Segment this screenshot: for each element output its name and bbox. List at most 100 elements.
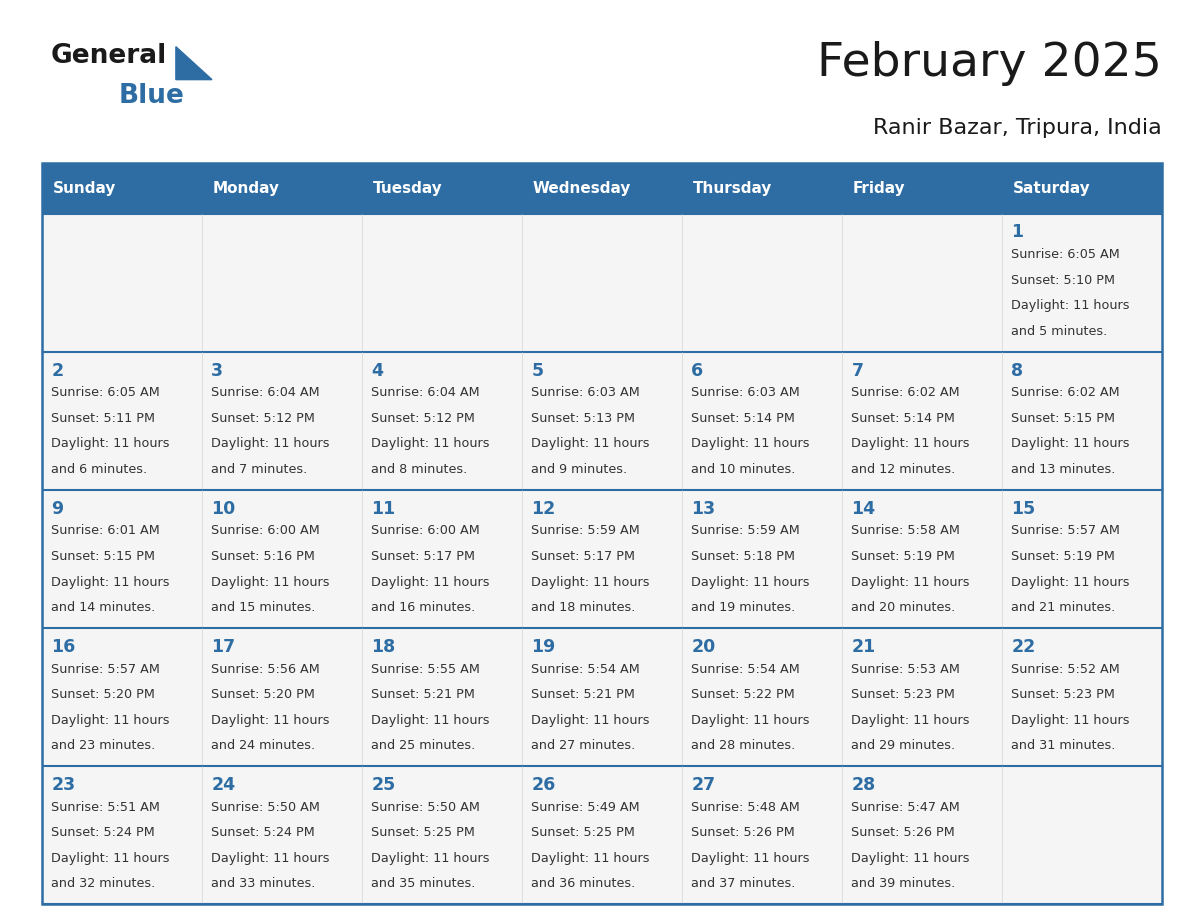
Text: Daylight: 11 hours: Daylight: 11 hours [51, 713, 170, 727]
Text: Sunrise: 6:01 AM: Sunrise: 6:01 AM [51, 524, 160, 538]
Text: Tuesday: Tuesday [373, 181, 443, 196]
FancyBboxPatch shape [202, 163, 361, 214]
Text: Sunrise: 5:54 AM: Sunrise: 5:54 AM [691, 663, 800, 676]
FancyBboxPatch shape [682, 767, 842, 904]
Text: Sunset: 5:13 PM: Sunset: 5:13 PM [531, 412, 636, 425]
Text: Sunset: 5:15 PM: Sunset: 5:15 PM [1011, 412, 1116, 425]
Text: and 5 minutes.: and 5 minutes. [1011, 325, 1107, 338]
Text: 3: 3 [211, 362, 223, 379]
FancyBboxPatch shape [42, 352, 202, 490]
FancyBboxPatch shape [682, 490, 842, 628]
Text: Sunrise: 5:58 AM: Sunrise: 5:58 AM [852, 524, 960, 538]
FancyBboxPatch shape [1001, 352, 1162, 490]
Text: Blue: Blue [119, 84, 184, 109]
Text: Daylight: 11 hours: Daylight: 11 hours [372, 438, 489, 451]
Text: Sunrise: 6:04 AM: Sunrise: 6:04 AM [211, 386, 320, 399]
Text: Sunset: 5:25 PM: Sunset: 5:25 PM [372, 826, 475, 839]
Text: 21: 21 [852, 638, 876, 655]
FancyBboxPatch shape [361, 214, 522, 352]
Text: 16: 16 [51, 638, 75, 655]
FancyBboxPatch shape [842, 490, 1001, 628]
Text: and 21 minutes.: and 21 minutes. [1011, 601, 1116, 614]
Text: 2: 2 [51, 362, 63, 379]
Text: Sunset: 5:23 PM: Sunset: 5:23 PM [1011, 688, 1116, 701]
FancyBboxPatch shape [361, 490, 522, 628]
Text: Daylight: 11 hours: Daylight: 11 hours [211, 576, 330, 588]
Text: Sunrise: 5:50 AM: Sunrise: 5:50 AM [211, 800, 320, 813]
FancyBboxPatch shape [361, 767, 522, 904]
Text: Daylight: 11 hours: Daylight: 11 hours [852, 852, 969, 865]
Text: Sunset: 5:23 PM: Sunset: 5:23 PM [852, 688, 955, 701]
FancyBboxPatch shape [522, 490, 682, 628]
Text: 28: 28 [852, 776, 876, 794]
Text: Sunrise: 5:47 AM: Sunrise: 5:47 AM [852, 800, 960, 813]
FancyBboxPatch shape [1001, 628, 1162, 767]
Text: Friday: Friday [853, 181, 905, 196]
FancyBboxPatch shape [42, 490, 202, 628]
Text: Sunset: 5:25 PM: Sunset: 5:25 PM [531, 826, 636, 839]
FancyBboxPatch shape [682, 214, 842, 352]
FancyBboxPatch shape [42, 767, 202, 904]
Text: Daylight: 11 hours: Daylight: 11 hours [531, 852, 650, 865]
FancyBboxPatch shape [842, 214, 1001, 352]
FancyBboxPatch shape [1001, 214, 1162, 352]
Text: 5: 5 [531, 362, 543, 379]
Text: Daylight: 11 hours: Daylight: 11 hours [1011, 299, 1130, 312]
Text: Daylight: 11 hours: Daylight: 11 hours [211, 713, 330, 727]
Text: and 20 minutes.: and 20 minutes. [852, 601, 955, 614]
Text: and 14 minutes.: and 14 minutes. [51, 601, 156, 614]
Text: and 36 minutes.: and 36 minutes. [531, 878, 636, 890]
Text: Sunset: 5:18 PM: Sunset: 5:18 PM [691, 550, 795, 563]
Text: Sunset: 5:26 PM: Sunset: 5:26 PM [691, 826, 795, 839]
Text: Sunrise: 5:53 AM: Sunrise: 5:53 AM [852, 663, 960, 676]
Text: Sunrise: 5:59 AM: Sunrise: 5:59 AM [691, 524, 800, 538]
Text: and 39 minutes.: and 39 minutes. [852, 878, 955, 890]
Text: 19: 19 [531, 638, 556, 655]
FancyBboxPatch shape [361, 628, 522, 767]
Text: and 23 minutes.: and 23 minutes. [51, 739, 156, 752]
Text: and 16 minutes.: and 16 minutes. [372, 601, 475, 614]
Text: February 2025: February 2025 [817, 40, 1162, 85]
FancyBboxPatch shape [361, 352, 522, 490]
Text: General: General [51, 43, 166, 69]
FancyBboxPatch shape [522, 163, 682, 214]
FancyBboxPatch shape [42, 214, 202, 352]
FancyBboxPatch shape [361, 163, 522, 214]
Text: 7: 7 [852, 362, 864, 379]
Text: Sunset: 5:12 PM: Sunset: 5:12 PM [211, 412, 315, 425]
Text: Sunset: 5:14 PM: Sunset: 5:14 PM [691, 412, 795, 425]
Text: Daylight: 11 hours: Daylight: 11 hours [852, 713, 969, 727]
Text: Monday: Monday [213, 181, 280, 196]
Text: Sunset: 5:10 PM: Sunset: 5:10 PM [1011, 274, 1116, 286]
Text: Sunrise: 5:57 AM: Sunrise: 5:57 AM [1011, 524, 1120, 538]
Text: Sunrise: 6:02 AM: Sunrise: 6:02 AM [1011, 386, 1120, 399]
Text: and 28 minutes.: and 28 minutes. [691, 739, 796, 752]
Text: and 18 minutes.: and 18 minutes. [531, 601, 636, 614]
Text: Sunset: 5:15 PM: Sunset: 5:15 PM [51, 550, 156, 563]
Text: Sunset: 5:26 PM: Sunset: 5:26 PM [852, 826, 955, 839]
Text: and 15 minutes.: and 15 minutes. [211, 601, 316, 614]
Text: Daylight: 11 hours: Daylight: 11 hours [852, 576, 969, 588]
Text: Daylight: 11 hours: Daylight: 11 hours [1011, 576, 1130, 588]
Text: 12: 12 [531, 499, 556, 518]
Text: 23: 23 [51, 776, 75, 794]
Text: Sunrise: 5:56 AM: Sunrise: 5:56 AM [211, 663, 320, 676]
Text: and 33 minutes.: and 33 minutes. [211, 878, 316, 890]
Text: Sunrise: 6:02 AM: Sunrise: 6:02 AM [852, 386, 960, 399]
Text: and 29 minutes.: and 29 minutes. [852, 739, 955, 752]
Text: Sunrise: 5:50 AM: Sunrise: 5:50 AM [372, 800, 480, 813]
Text: Sunset: 5:19 PM: Sunset: 5:19 PM [852, 550, 955, 563]
Text: Daylight: 11 hours: Daylight: 11 hours [1011, 438, 1130, 451]
Text: 27: 27 [691, 776, 715, 794]
Text: Sunset: 5:21 PM: Sunset: 5:21 PM [531, 688, 636, 701]
Text: Daylight: 11 hours: Daylight: 11 hours [372, 852, 489, 865]
Text: Sunrise: 6:03 AM: Sunrise: 6:03 AM [691, 386, 800, 399]
Text: Sunset: 5:22 PM: Sunset: 5:22 PM [691, 688, 795, 701]
Text: Ranir Bazar, Tripura, India: Ranir Bazar, Tripura, India [873, 118, 1162, 138]
Text: Thursday: Thursday [693, 181, 772, 196]
Text: Sunset: 5:19 PM: Sunset: 5:19 PM [1011, 550, 1116, 563]
Text: and 19 minutes.: and 19 minutes. [691, 601, 796, 614]
Text: 20: 20 [691, 638, 715, 655]
Text: 6: 6 [691, 362, 703, 379]
Text: Sunset: 5:24 PM: Sunset: 5:24 PM [211, 826, 315, 839]
